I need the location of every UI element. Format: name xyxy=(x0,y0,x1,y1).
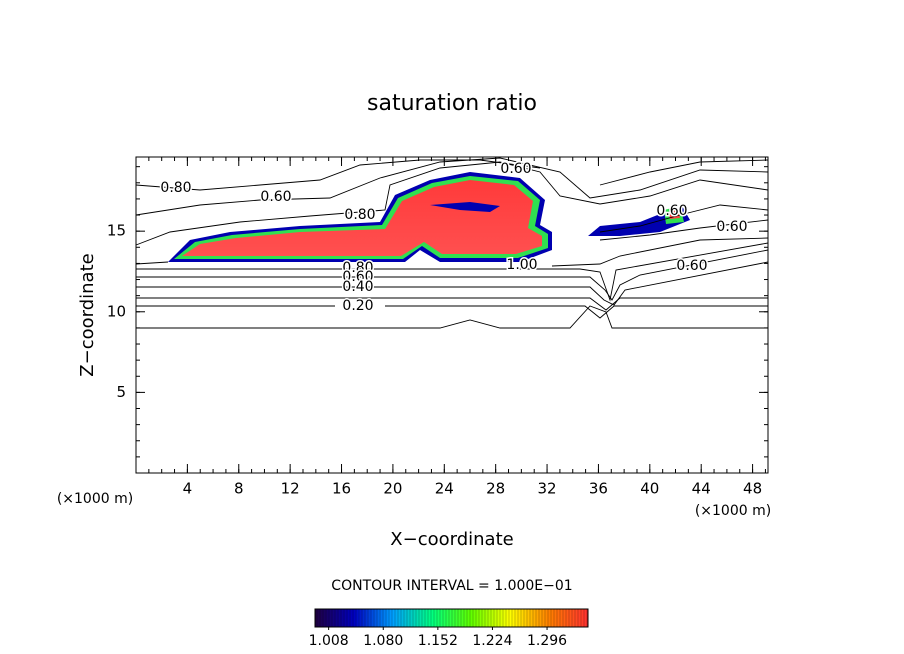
field xyxy=(135,157,769,329)
x-unit: (×1000 m) xyxy=(695,503,771,519)
x-tick-label: 32 xyxy=(538,480,557,498)
y-tick-label: 5 xyxy=(116,383,126,401)
contour-label: 0.60 xyxy=(260,189,291,205)
x-tick-label: 8 xyxy=(234,480,244,498)
x-tick-label: 44 xyxy=(692,480,711,498)
colorbar-tick-label: 1.152 xyxy=(418,633,458,649)
contour-label: 0.80 xyxy=(160,180,191,196)
y-tick-label: 10 xyxy=(107,302,126,320)
colorbar xyxy=(314,608,589,628)
x-axis-label: X−coordinate xyxy=(390,529,513,550)
contour-label: 0.60 xyxy=(676,258,707,274)
contour-label: 1.00 xyxy=(506,257,537,273)
contour-label: 0.60 xyxy=(500,161,531,177)
x-tick-label: 40 xyxy=(640,480,659,498)
chart-title: saturation ratio xyxy=(367,91,537,116)
contour-label: 0.80 xyxy=(344,207,375,223)
x-tick-label: 24 xyxy=(435,480,454,498)
colorbar-tick-label: 1.224 xyxy=(472,633,512,649)
contour-label: 0.20 xyxy=(342,298,373,314)
colorbar-tick-label: 1.296 xyxy=(527,633,567,649)
contour-interval: CONTOUR INTERVAL = 1.000E−01 xyxy=(331,578,572,594)
plot-frame xyxy=(135,156,769,474)
y-axis-label: Z−coordinate xyxy=(77,253,98,376)
y-tick-label: 15 xyxy=(107,222,126,240)
y-unit: (×1000 m) xyxy=(57,491,133,507)
x-tick-label: 12 xyxy=(281,480,300,498)
x-tick-label: 16 xyxy=(332,480,351,498)
colorbar-tick-label: 1.008 xyxy=(309,633,349,649)
contour-label: 0.80 xyxy=(342,260,373,276)
x-tick-label: 48 xyxy=(743,480,762,498)
contour-label: 0.60 xyxy=(342,269,373,285)
x-tick-label: 20 xyxy=(383,480,402,498)
colorbar-tick-label: 1.080 xyxy=(363,633,403,649)
contour-label: 0.60 xyxy=(716,219,747,235)
x-tick-label: 4 xyxy=(183,480,193,498)
contour-label: 0.60 xyxy=(656,203,687,219)
x-tick-label: 28 xyxy=(486,480,505,498)
contour-label: 0.40 xyxy=(342,279,373,295)
x-tick-label: 36 xyxy=(589,480,608,498)
